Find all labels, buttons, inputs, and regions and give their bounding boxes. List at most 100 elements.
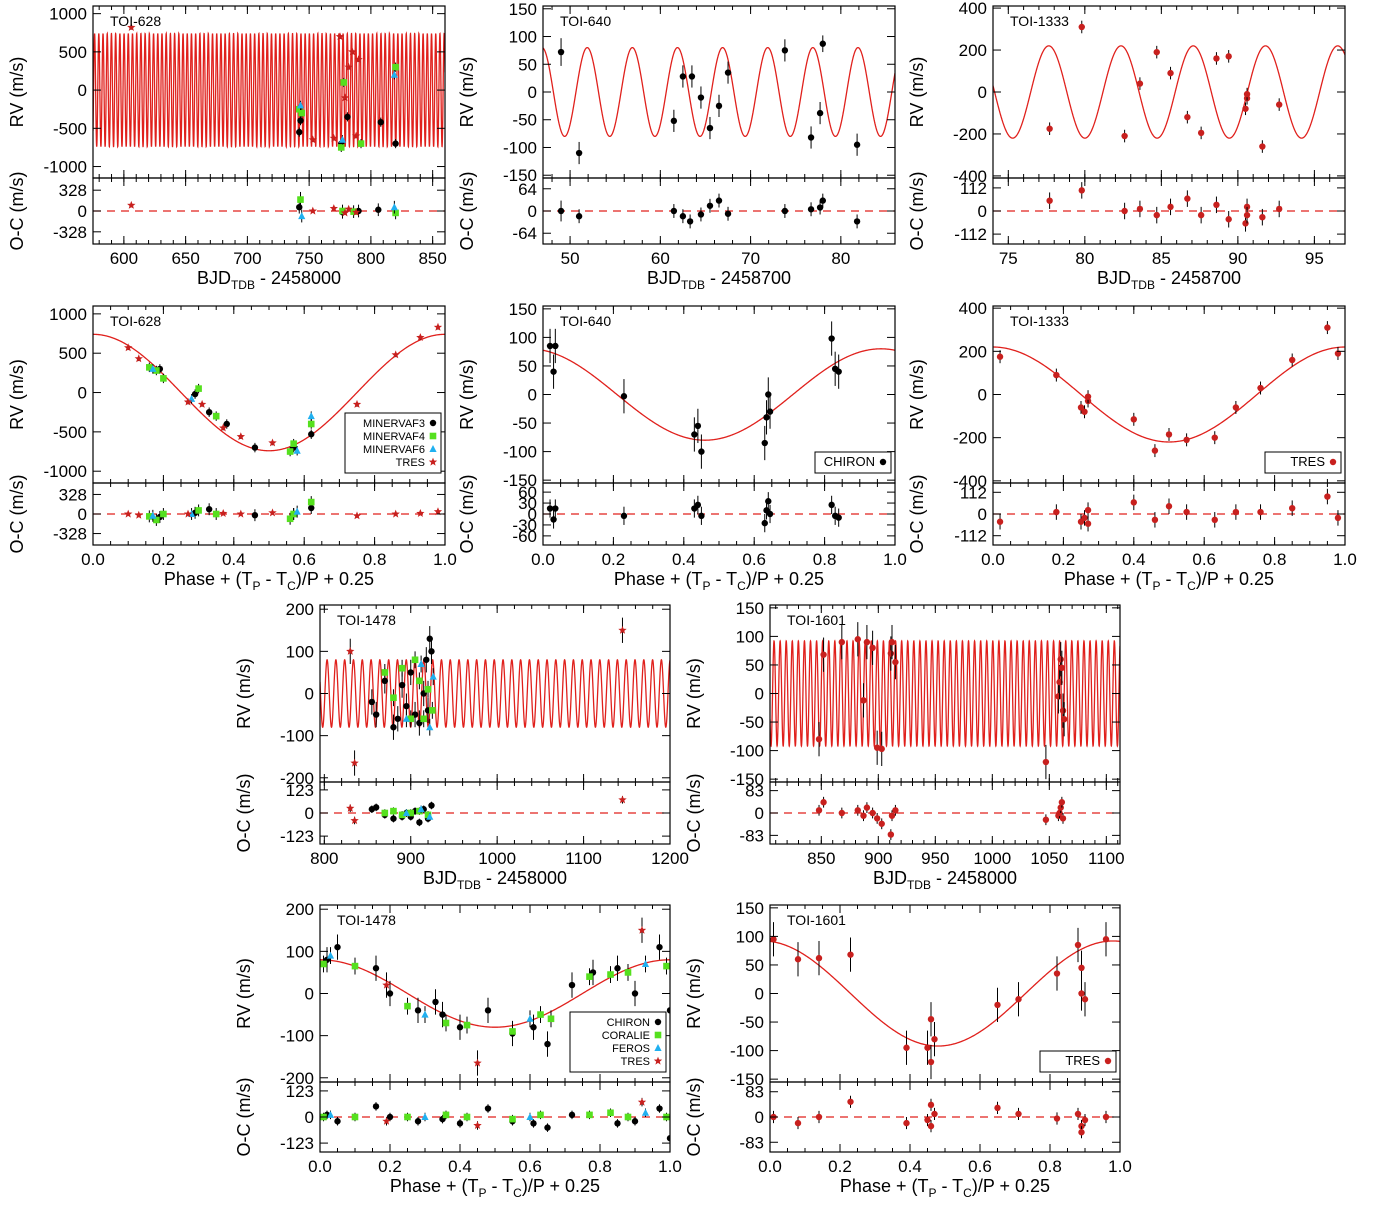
x-tick-label: 90 bbox=[1228, 249, 1247, 268]
x-tick-label: 0.0 bbox=[981, 550, 1005, 569]
data-point bbox=[624, 969, 632, 976]
residuals-chiron bbox=[546, 492, 842, 533]
data-point bbox=[124, 343, 133, 352]
panel-toi-1333-time: 75 80 85 90 95 -400 -200 0 200 400 -112 0 112 TOI-133… bbox=[907, 0, 1346, 292]
legend: CHIRON bbox=[814, 451, 892, 474]
legend-label: TRES bbox=[621, 1056, 650, 1068]
residual-point bbox=[351, 207, 361, 216]
rv-axis-title: RV (m/s) bbox=[907, 57, 927, 128]
data-point bbox=[348, 47, 357, 56]
oc-tick-label: 112 bbox=[960, 179, 987, 198]
data-point bbox=[887, 650, 895, 657]
x-tick-label: 80 bbox=[1075, 249, 1094, 268]
y-tick-label: 50 bbox=[745, 956, 764, 975]
legend-label: MINERVAF4 bbox=[363, 431, 425, 443]
data-point bbox=[368, 698, 376, 706]
residual-point bbox=[1211, 516, 1218, 524]
data-point bbox=[326, 951, 335, 959]
y-tick-label: 50 bbox=[518, 357, 537, 376]
y-tick-label: -100 bbox=[730, 1042, 764, 1061]
data-point bbox=[688, 73, 696, 80]
rv-axis-title: RV (m/s) bbox=[7, 359, 27, 430]
residual-point bbox=[624, 1113, 632, 1121]
residual-point bbox=[350, 816, 359, 825]
y-tick-label: 100 bbox=[736, 927, 764, 946]
data-point bbox=[1167, 69, 1174, 77]
y-tick-label: 200 bbox=[959, 342, 987, 361]
residual-point bbox=[1059, 815, 1067, 822]
y-tick-label: 500 bbox=[59, 344, 87, 363]
target-label: TOI-1333 bbox=[1010, 313, 1069, 329]
x-tick-label: 0.4 bbox=[222, 550, 246, 569]
residual-point bbox=[1167, 203, 1174, 211]
residual-point bbox=[1084, 520, 1092, 527]
residual-point bbox=[847, 1098, 854, 1105]
legend-label: CORALIE bbox=[602, 1030, 650, 1042]
residual-point bbox=[903, 1119, 910, 1127]
data-point bbox=[293, 446, 301, 454]
residual-point bbox=[819, 197, 826, 204]
data-point bbox=[1334, 350, 1342, 357]
residual-point bbox=[537, 1111, 544, 1119]
y-tick-label: -100 bbox=[503, 138, 537, 157]
data-point bbox=[544, 1040, 551, 1048]
residual-point bbox=[552, 505, 559, 512]
y-tick-label: 0 bbox=[528, 386, 537, 405]
residual-point bbox=[212, 510, 220, 518]
residuals-feros bbox=[326, 1108, 650, 1122]
data-point bbox=[1257, 384, 1264, 392]
series-chiron bbox=[557, 35, 861, 165]
residual-point bbox=[927, 1122, 935, 1130]
x-tick-label: 0.8 bbox=[1038, 1157, 1062, 1176]
residual-point bbox=[160, 510, 167, 518]
data-point bbox=[160, 375, 167, 382]
data-point bbox=[416, 677, 423, 685]
residual-point bbox=[544, 1124, 551, 1131]
data-point bbox=[433, 322, 443, 331]
residual-point bbox=[1084, 506, 1092, 514]
rv-frame bbox=[542, 5, 896, 179]
residual-point bbox=[293, 507, 301, 515]
data-point bbox=[212, 412, 220, 420]
data-point bbox=[1289, 356, 1296, 364]
residual-point bbox=[308, 206, 317, 215]
y-tick-label: 1000 bbox=[49, 305, 87, 324]
legend-marker bbox=[654, 1031, 662, 1039]
residual-point bbox=[382, 1116, 391, 1125]
data-point bbox=[927, 1015, 935, 1023]
data-point bbox=[390, 70, 398, 78]
data-point bbox=[618, 625, 627, 634]
data-point bbox=[392, 63, 399, 71]
residual-point bbox=[637, 1097, 647, 1106]
oc-tick-label: 0 bbox=[305, 1108, 314, 1127]
legend-label: MINERVAF6 bbox=[363, 444, 425, 456]
data-point bbox=[631, 990, 639, 997]
data-point bbox=[307, 412, 315, 420]
data-point bbox=[691, 431, 698, 438]
residual-point bbox=[391, 509, 400, 518]
x-tick-label: 700 bbox=[233, 249, 261, 268]
data-point bbox=[1078, 990, 1085, 997]
oc-axis-title: O-C (m/s) bbox=[234, 1078, 254, 1157]
residual-point bbox=[1102, 1113, 1110, 1121]
residual-point bbox=[1046, 197, 1053, 204]
series-tres bbox=[124, 322, 443, 447]
data-point bbox=[670, 117, 678, 125]
data-point bbox=[414, 1007, 422, 1014]
y-tick-label: 150 bbox=[509, 300, 537, 319]
data-point bbox=[1324, 324, 1331, 331]
data-point bbox=[297, 117, 304, 124]
residual-point bbox=[860, 812, 867, 819]
oc-tick-label: 123 bbox=[286, 781, 314, 800]
residual-point bbox=[473, 1121, 482, 1129]
data-point bbox=[1055, 693, 1062, 700]
residual-point bbox=[698, 512, 705, 520]
x-tick-label: 60 bbox=[651, 249, 670, 268]
data-point bbox=[1242, 105, 1249, 112]
x-tick-label: 1.0 bbox=[883, 550, 907, 569]
model-curve bbox=[93, 31, 445, 150]
residual-point bbox=[1183, 508, 1190, 516]
residual-point bbox=[807, 206, 815, 213]
data-point bbox=[1053, 371, 1060, 379]
